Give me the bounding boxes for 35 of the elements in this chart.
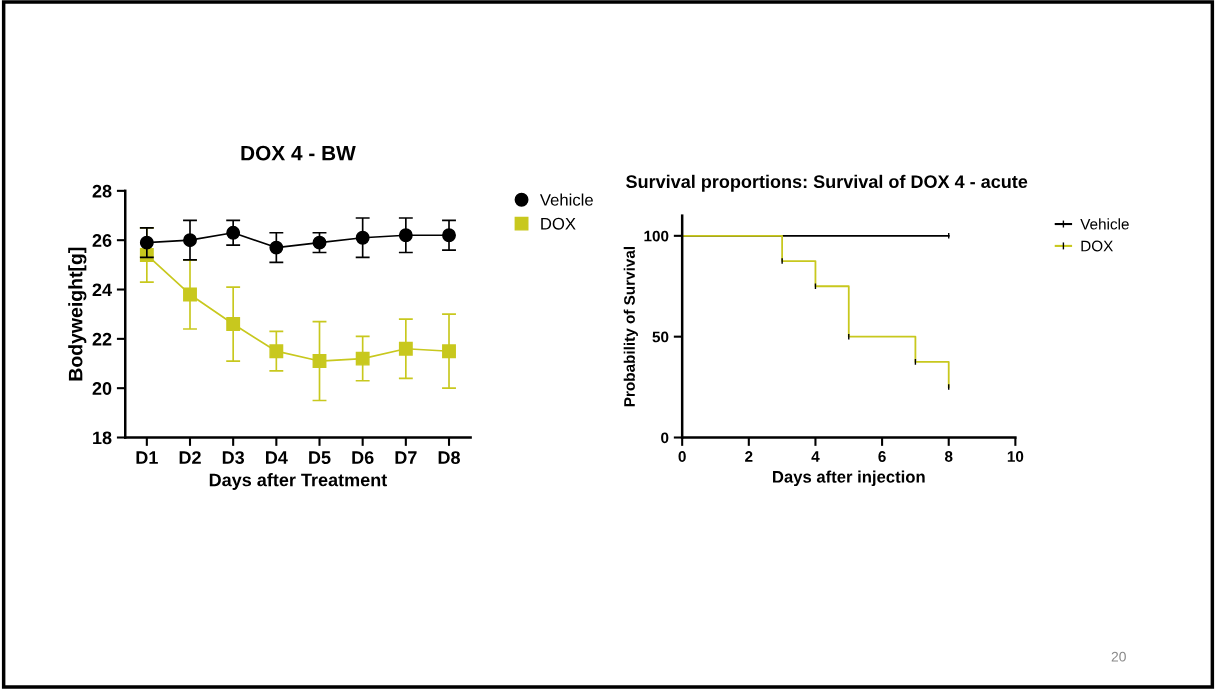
legend-label: Vehicle (1080, 218, 1129, 230)
x-tick-label: D4 (266, 451, 288, 464)
x-tick-label: D8 (438, 451, 460, 464)
y-axis-title: Bodyweight[g] (68, 247, 87, 381)
x-axis-title: Days after Treatment (209, 473, 388, 490)
y-tick-label: 26 (92, 234, 112, 247)
x-tick-label: 10 (1007, 451, 1024, 462)
y-tick-label: 50 (652, 331, 669, 343)
y-tick-label: 22 (92, 332, 112, 346)
x-tick-label: 4 (811, 451, 820, 462)
x-tick-label: D6 (352, 451, 374, 464)
y-tick-label: 20 (92, 382, 112, 395)
x-tick-label: 6 (878, 451, 886, 462)
y-tick-label: 28 (92, 184, 112, 198)
x-tick-label: 8 (944, 451, 953, 462)
text: 20 (1111, 651, 1126, 662)
x-tick-label: 0 (678, 451, 686, 462)
point (269, 344, 284, 359)
x-tick-label: 2 (745, 451, 753, 462)
y-tick-label: 18 (93, 431, 112, 445)
chart-title: Survival proportions: Survival of DOX 4 - acute (626, 174, 1028, 192)
x-tick-label: D1 (136, 451, 158, 464)
x-tick-label: D5 (309, 451, 331, 464)
y-tick-label: 24 (92, 283, 112, 297)
x-axis-title: Days after injection (773, 470, 925, 487)
y-tick-label: 100 (644, 230, 669, 242)
x-tick-label: D3 (222, 451, 245, 464)
legend-label: DOX (1081, 240, 1113, 252)
x-tick-label: D7 (395, 451, 417, 464)
y-tick-label: 0 (661, 432, 669, 444)
y-axis-title: Probability of Survival (623, 247, 638, 407)
x-tick-label: D2 (179, 451, 201, 464)
legend-label: Vehicle (539, 193, 593, 206)
chart-title: DOX 4 - BW (241, 145, 356, 161)
legend-label: DOX (541, 217, 576, 230)
